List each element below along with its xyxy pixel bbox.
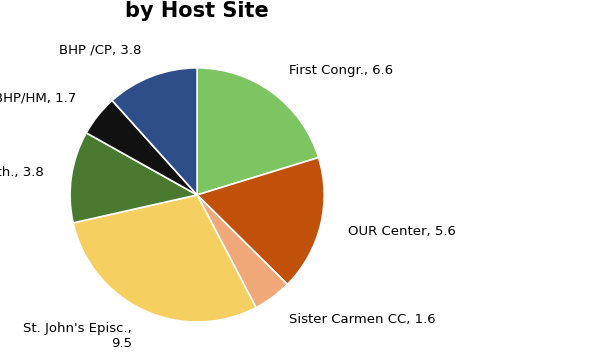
Wedge shape [197, 68, 318, 195]
Wedge shape [73, 195, 256, 322]
Text: Sister Carmen CC, 1.6: Sister Carmen CC, 1.6 [289, 313, 436, 326]
Text: St. John's Episc.,
9.5: St. John's Episc., 9.5 [23, 322, 132, 349]
Text: BHP /CP, 3.8: BHP /CP, 3.8 [59, 44, 142, 57]
Text: First Congr., 6.6: First Congr., 6.6 [289, 64, 394, 77]
Text: BHP/HM, 1.7: BHP/HM, 1.7 [0, 92, 76, 105]
Text: Trinity Luth., 3.8: Trinity Luth., 3.8 [0, 166, 44, 179]
Text: OUR Center, 5.6: OUR Center, 5.6 [347, 225, 456, 238]
Title: 2018 Average No. of Patients per Clinic Session,
by Host Site: 2018 Average No. of Patients per Clinic … [0, 0, 481, 21]
Wedge shape [197, 195, 288, 308]
Wedge shape [112, 68, 197, 195]
Wedge shape [70, 133, 197, 223]
Wedge shape [197, 157, 324, 284]
Wedge shape [86, 100, 197, 195]
